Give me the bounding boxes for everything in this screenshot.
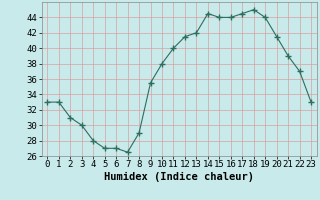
X-axis label: Humidex (Indice chaleur): Humidex (Indice chaleur) bbox=[104, 172, 254, 182]
